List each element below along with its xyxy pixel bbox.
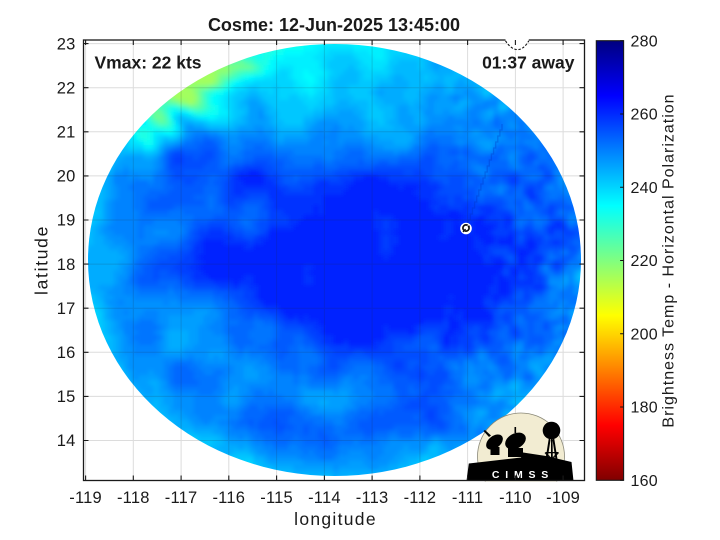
svg-text:Vmax: 22 kts: Vmax: 22 kts	[95, 52, 202, 72]
svg-text:180: 180	[631, 400, 658, 417]
svg-text:17: 17	[57, 300, 76, 318]
svg-text:160: 160	[631, 473, 658, 490]
svg-text:22: 22	[57, 79, 76, 97]
svg-text:-114: -114	[308, 489, 341, 507]
svg-text:220: 220	[631, 253, 658, 270]
svg-text:-115: -115	[260, 489, 293, 507]
svg-text:-111: -111	[452, 489, 483, 507]
svg-text:-116: -116	[212, 489, 245, 507]
svg-text:Cosme: 12-Jun-2025 13:45:00: Cosme: 12-Jun-2025 13:45:00	[208, 15, 460, 35]
svg-text:260: 260	[631, 107, 658, 124]
svg-text:Brightness Temp - Horizontal P: Brightness Temp - Horizontal Polarizatio…	[661, 93, 678, 427]
svg-text:-112: -112	[404, 489, 437, 507]
svg-text:14: 14	[57, 432, 76, 450]
svg-text:240: 240	[631, 180, 658, 197]
svg-text:21: 21	[57, 124, 76, 142]
svg-text:latitude: latitude	[32, 225, 52, 295]
svg-text:-119: -119	[69, 489, 102, 507]
svg-text:19: 19	[57, 212, 76, 230]
svg-text:23: 23	[57, 35, 76, 53]
svg-text:18: 18	[57, 256, 76, 274]
svg-text:20: 20	[57, 168, 76, 186]
svg-text:-118: -118	[117, 489, 150, 507]
svg-text:15: 15	[57, 388, 76, 406]
svg-text:-113: -113	[356, 489, 389, 507]
svg-text:280: 280	[631, 33, 658, 50]
svg-text:200: 200	[631, 327, 658, 344]
svg-text:CIMSS: CIMSS	[492, 469, 554, 481]
svg-text:-109: -109	[546, 489, 580, 507]
svg-text:01:37 away: 01:37 away	[482, 52, 575, 72]
svg-text:-117: -117	[165, 489, 198, 507]
svg-text:16: 16	[57, 344, 76, 362]
svg-text:-110: -110	[499, 489, 532, 507]
svg-text:longitude: longitude	[294, 509, 377, 529]
